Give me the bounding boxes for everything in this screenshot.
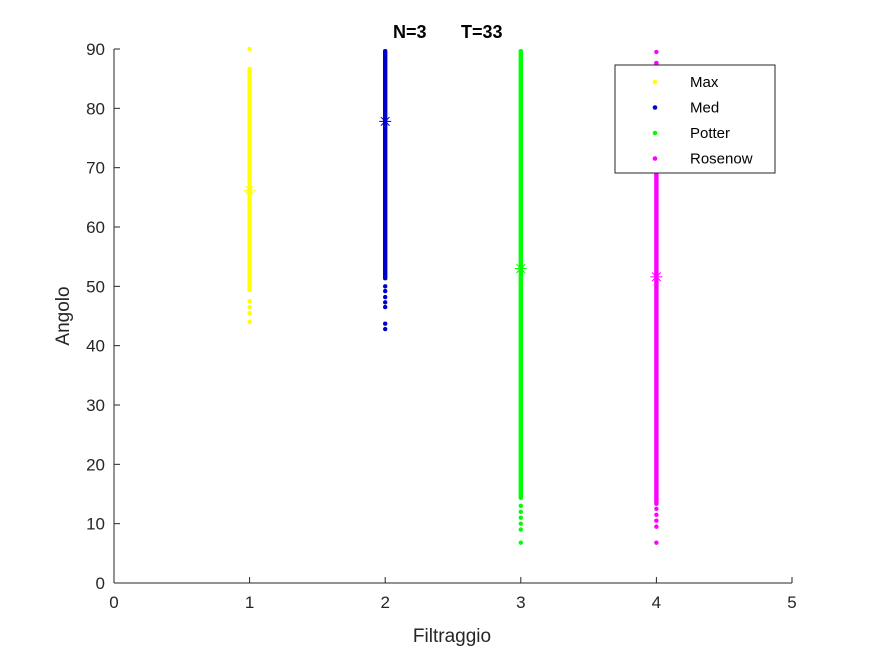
data-layer xyxy=(243,46,663,545)
x-tick-label: 5 xyxy=(787,593,796,612)
data-point xyxy=(654,506,659,512)
data-point xyxy=(383,321,388,326)
y-tick-label: 40 xyxy=(86,337,105,356)
data-point xyxy=(383,300,388,305)
chart-title-n: N=3 xyxy=(393,22,427,42)
data-point xyxy=(654,512,659,517)
data-point xyxy=(383,304,388,310)
mean-marker xyxy=(243,184,256,197)
legend-label: Potter xyxy=(690,125,730,142)
x-tick-label: 0 xyxy=(109,593,118,612)
series-med xyxy=(379,49,392,332)
data-point xyxy=(654,518,659,523)
data-point xyxy=(654,540,659,545)
legend-label: Med xyxy=(690,100,719,117)
y-axis-ticks: 0 10 20 30 40 50 60 70 80 90 xyxy=(86,40,120,593)
data-point xyxy=(247,298,252,304)
data-point xyxy=(247,46,252,52)
legend-items: Max Med Potter Rosenow xyxy=(652,74,753,168)
mean-marker xyxy=(379,115,392,128)
data-point xyxy=(518,521,523,526)
legend-box xyxy=(614,64,776,174)
y-tick-label: 50 xyxy=(86,277,105,296)
mean-marker xyxy=(650,270,663,283)
y-tick-label: 60 xyxy=(86,218,105,237)
y-tick-label: 30 xyxy=(86,396,105,415)
data-point xyxy=(518,515,523,520)
data-point xyxy=(518,540,523,545)
legend-marker xyxy=(652,79,658,85)
chart-title-t: T=33 xyxy=(461,22,503,42)
data-point xyxy=(247,304,252,310)
legend-marker xyxy=(652,105,658,110)
x-tick-label: 1 xyxy=(245,593,254,612)
y-axis-label: Angolo xyxy=(53,286,74,345)
data-point xyxy=(383,294,388,300)
data-point xyxy=(654,524,659,529)
data-point xyxy=(518,503,523,509)
x-tick-label: 3 xyxy=(516,593,525,612)
series-max xyxy=(243,46,256,325)
y-tick-label: 10 xyxy=(86,515,105,534)
legend-label: Max xyxy=(690,74,719,91)
x-axis-label: Filtraggio xyxy=(413,626,491,647)
mean-marker xyxy=(514,262,527,275)
y-tick-label: 20 xyxy=(86,455,105,474)
x-tick-label: 4 xyxy=(652,593,661,612)
data-point xyxy=(518,527,523,532)
data-point xyxy=(654,49,659,55)
data-point xyxy=(383,284,388,289)
legend-marker xyxy=(652,156,658,161)
legend-item-potter: Potter xyxy=(652,125,730,142)
legend-marker xyxy=(652,130,658,136)
legend-item-med: Med xyxy=(652,100,719,117)
y-tick-label: 80 xyxy=(86,99,105,118)
y-tick-label: 90 xyxy=(86,40,105,59)
data-strip xyxy=(383,49,388,281)
legend: Max Med Potter Rosenow xyxy=(614,64,776,174)
x-axis-ticks: 0 1 2 3 4 5 xyxy=(109,577,797,612)
data-point xyxy=(247,319,252,325)
legend-item-rosenow: Rosenow xyxy=(652,151,753,168)
series-potter xyxy=(514,49,527,545)
data-point xyxy=(518,509,523,514)
data-strip xyxy=(247,66,252,293)
data-point xyxy=(383,288,388,294)
legend-item-max: Max xyxy=(652,74,719,91)
y-tick-label: 70 xyxy=(86,159,105,178)
data-point xyxy=(247,310,252,316)
legend-label: Rosenow xyxy=(690,151,753,168)
data-point xyxy=(383,326,388,332)
y-tick-label: 0 xyxy=(96,574,105,593)
x-tick-label: 2 xyxy=(380,593,389,612)
